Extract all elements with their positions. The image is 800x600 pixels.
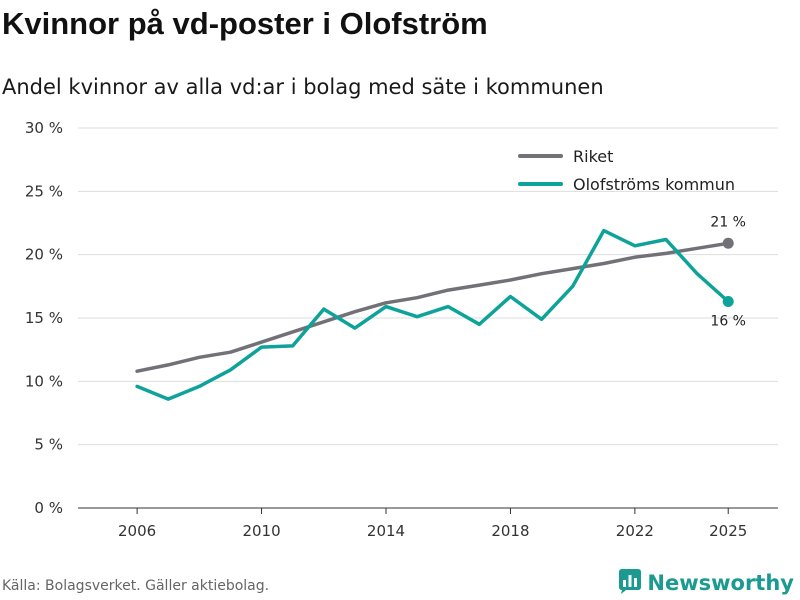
source-note: Källa: Bolagsverket. Gäller aktiebolag.: [2, 578, 270, 594]
series-end-marker: [722, 296, 734, 308]
series-end-marker: [722, 237, 734, 249]
x-tick-label: 2025: [709, 522, 747, 540]
legend-label: Riket: [573, 147, 613, 166]
series-line-1: [135, 228, 730, 401]
series-lines: 21 % 16 %: [135, 214, 746, 401]
legend-label: Olofströms kommun: [573, 175, 735, 194]
series-line-0: [135, 241, 730, 373]
x-tick-label: 2022: [616, 522, 654, 540]
series-end-label: 21 %: [710, 214, 746, 230]
brand-logo: Newsworthy: [617, 568, 794, 598]
x-tick-label: 2006: [118, 522, 156, 540]
y-tick-label: 10 %: [25, 372, 63, 390]
bar-chart-logo-icon: [617, 568, 643, 598]
y-tick-label: 15 %: [25, 309, 63, 327]
legend: Riket Olofströms kommun: [518, 147, 735, 194]
y-tick-label: 5 %: [34, 436, 63, 454]
x-tick-label: 2014: [367, 522, 405, 540]
y-tick-label: 25 %: [25, 182, 63, 200]
series-end-label: 16 %: [710, 314, 746, 330]
y-tick-label: 30 %: [25, 119, 63, 137]
axes: 0 % 5 % 10 % 15 % 20 % 25 % 30 % 2006 2010 2014 20…: [25, 119, 778, 540]
chart-title: Kvinnor på vd-poster i Olofström: [2, 6, 488, 41]
brand-name: Newsworthy: [647, 571, 794, 595]
y-tick-label: 20 %: [25, 246, 63, 264]
y-tick-label: 0 %: [34, 499, 63, 517]
x-tick-label: 2018: [491, 522, 529, 540]
x-tick-label: 2010: [242, 522, 280, 540]
chart-subtitle: Andel kvinnor av alla vd:ar i bolag med …: [2, 75, 604, 99]
line-chart: 0 % 5 % 10 % 15 % 20 % 25 % 30 % 2006 2010 2014 20…: [25, 119, 778, 540]
